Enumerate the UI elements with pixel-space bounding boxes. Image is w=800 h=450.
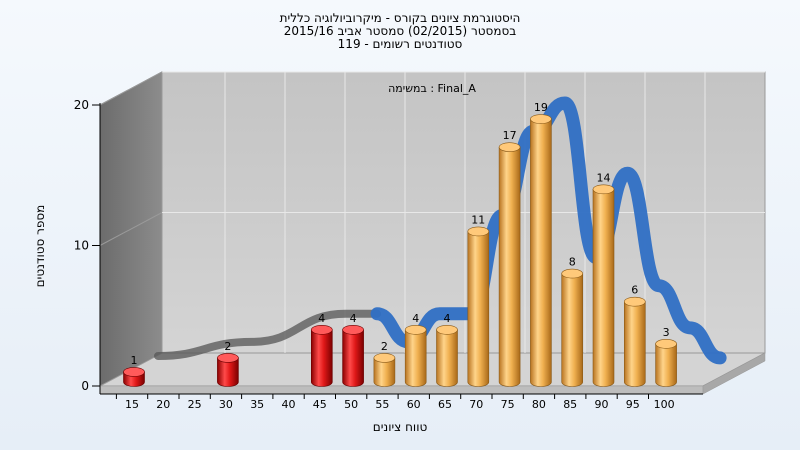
bar-body — [217, 357, 239, 387]
bar-cap — [530, 114, 552, 124]
y-axis: 0 10 20 — [74, 98, 101, 394]
x-tick-label: 60 — [407, 398, 421, 411]
chart-title-line-3: 119 - סטודנטים רשומים — [338, 37, 463, 51]
bar-body — [467, 231, 490, 387]
bar-value-label: 2 — [224, 340, 231, 353]
bar-value-label: 4 — [444, 312, 451, 325]
bar-15: 1 — [123, 354, 145, 387]
x-tick-label: 30 — [219, 398, 233, 411]
bars: 1 2 4 4 2 4 4 11 17 19 8 14 6 3 — [123, 101, 677, 387]
bar-cap — [561, 268, 584, 279]
y-tick-label: 0 — [81, 379, 89, 393]
bar-55: 2 — [373, 340, 396, 387]
chart-title-line-1: היסטוגרמת ציונים בקורס - מיקרוביולוגיה כ… — [280, 11, 521, 25]
x-tick-label: 75 — [501, 398, 515, 411]
bar-65: 4 — [436, 312, 458, 387]
bar-value-label: 3 — [663, 326, 670, 339]
bar-body — [404, 329, 427, 387]
curve-segment-main — [370, 96, 727, 365]
bar-cap — [436, 324, 458, 335]
x-tick-label: 70 — [469, 398, 483, 411]
x-axis: 15 20 25 30 35 40 45 50 55 60 65 70 75 80 85 90 95 100 — [100, 393, 703, 411]
x-tick-label: 90 — [595, 398, 609, 411]
bar-cap — [217, 353, 239, 363]
bar-value-label: 4 — [318, 312, 325, 325]
floor-front-edge — [99, 385, 704, 395]
bar-value-label: 17 — [503, 129, 517, 142]
x-tick-label: 65 — [438, 398, 452, 411]
x-tick-label: 45 — [313, 398, 327, 411]
x-tick-label: 50 — [344, 398, 358, 411]
bar-cap — [310, 324, 333, 335]
bar-value-label: 6 — [631, 284, 638, 297]
bar-50: 4 — [342, 312, 364, 387]
bar-value-label: 8 — [569, 256, 576, 269]
bar-60: 4 — [404, 312, 427, 387]
bar-cap — [342, 324, 364, 335]
x-tick-label: 15 — [125, 398, 139, 411]
bar-body — [561, 273, 583, 387]
x-tick-label: 25 — [188, 398, 202, 411]
bar-70: 11 — [467, 213, 490, 387]
bar-body — [530, 118, 552, 387]
x-axis-title: טווח ציונים — [373, 420, 428, 434]
bar-cap — [123, 367, 145, 377]
bar-cap — [498, 142, 521, 152]
bar-45: 4 — [310, 312, 333, 387]
y-axis-title: מספר סטודנטים — [33, 205, 47, 288]
x-tick-label: 20 — [156, 398, 170, 411]
bar-body — [498, 146, 521, 387]
bar-85: 8 — [561, 256, 584, 387]
bar-body — [436, 329, 458, 387]
bar-100: 3 — [655, 326, 677, 387]
x-tick-label: 80 — [532, 398, 546, 411]
bar-body — [592, 189, 615, 387]
bar-cap — [373, 353, 396, 363]
x-tick-label: 35 — [250, 398, 264, 411]
curve-segment-low — [154, 309, 382, 360]
bar-body — [655, 343, 677, 387]
bar-value-label: 19 — [534, 101, 548, 114]
bar-body — [373, 357, 396, 387]
bar-value-label: 11 — [471, 213, 485, 226]
y-tick-label: 20 — [74, 98, 89, 112]
bar-90: 14 — [592, 171, 615, 387]
x-tick-label: 95 — [626, 398, 640, 411]
bar-cap — [404, 324, 427, 335]
x-tick-label: 40 — [282, 398, 296, 411]
floor-right-edge — [702, 352, 766, 395]
bar-value-label: 2 — [381, 340, 388, 353]
x-tick-label: 100 — [654, 398, 675, 411]
bar-body — [624, 301, 646, 387]
bar-75: 17 — [498, 129, 521, 387]
x-tick-label: 55 — [375, 398, 389, 411]
bar-cap — [592, 184, 615, 195]
bar-cap — [623, 296, 646, 307]
bar-value-label: 4 — [350, 312, 357, 325]
bar-cap — [655, 339, 677, 349]
x-tick-label: 85 — [563, 398, 577, 411]
bar-95: 6 — [623, 284, 646, 387]
distribution-curve — [154, 96, 727, 365]
bar-cap — [467, 226, 490, 237]
bar-value-label: 14 — [597, 171, 611, 184]
chart-title-line-2: בסמסטר (02/2015) סמסטר אביב 2015/16 — [284, 24, 516, 38]
task-annotation: במשימה : Final_A — [388, 82, 476, 95]
y-tick-label: 10 — [74, 239, 89, 253]
bar-30: 2 — [217, 340, 239, 387]
bar-value-label: 1 — [131, 354, 138, 367]
bar-body — [311, 329, 333, 387]
bar-body — [342, 329, 364, 387]
bar-80: 19 — [530, 101, 552, 387]
bar-value-label: 4 — [412, 312, 419, 325]
